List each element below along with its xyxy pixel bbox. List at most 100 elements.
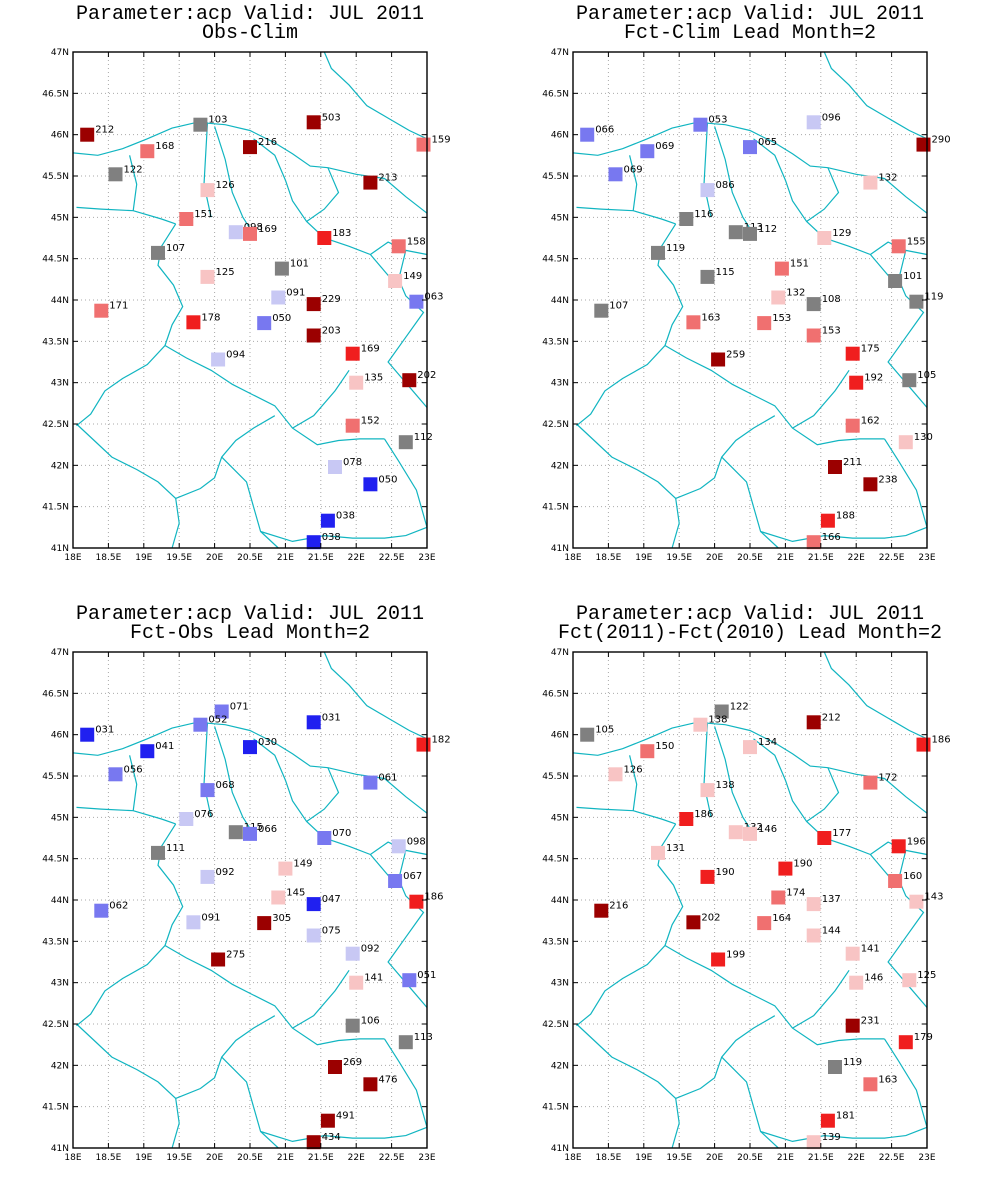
border-line (760, 526, 928, 543)
station-marker (580, 727, 595, 742)
station-value-label: 070 (332, 828, 351, 839)
station-marker (211, 952, 226, 967)
y-tick-label: 45.5N (542, 172, 569, 182)
station-marker (363, 477, 378, 492)
border-line (76, 1023, 180, 1149)
station-value-label: 138 (716, 780, 735, 791)
border-line (806, 167, 840, 222)
station-marker (193, 117, 208, 132)
station-value-label: 116 (694, 209, 713, 220)
station-marker (243, 140, 257, 155)
station-marker (398, 1035, 413, 1050)
station-value-label: 056 (124, 764, 143, 775)
station-marker (391, 839, 406, 854)
station-value-label: 041 (155, 741, 174, 752)
axis-labels: 18E 18.5E 19E 19.5E 20E 20.5E 21E 21.5E 22E 22.5E… (542, 648, 936, 1163)
station-marker (179, 212, 194, 226)
station-marker (700, 183, 715, 198)
x-tick-label: 20E (206, 553, 223, 563)
station-value-label: 269 (343, 1057, 362, 1068)
x-tick-label: 20.5E (737, 1153, 763, 1163)
station-marker (771, 890, 786, 905)
station-marker (711, 352, 726, 367)
station-value-label: 138 (708, 715, 727, 726)
border-line (675, 1015, 776, 1099)
border-line (164, 944, 385, 1046)
station-marker (345, 346, 360, 361)
station-marker (108, 767, 123, 782)
station-value-label: 491 (336, 1111, 355, 1122)
station-marker (845, 418, 860, 433)
y-tick-label: 44N (51, 296, 69, 306)
x-tick-label: 23E (418, 1153, 435, 1163)
border-line (164, 344, 385, 446)
y-tick-label: 41N (51, 544, 69, 554)
station-marker (402, 373, 417, 388)
station-marker (257, 916, 272, 931)
gridlines (73, 52, 427, 548)
panel-title-line2: Obs-Clim (201, 22, 298, 45)
station-marker (416, 737, 431, 752)
station-marker (916, 737, 931, 752)
y-tick-label: 42N (551, 1061, 569, 1071)
map-plot: 0660530962900690650691320861161131121291… (542, 48, 950, 563)
y-tick-label: 45N (51, 213, 69, 223)
y-tick-label: 43.5N (542, 337, 569, 347)
y-tick-label: 43.5N (542, 937, 569, 947)
y-tick-label: 46N (51, 131, 69, 141)
station-marker (200, 783, 215, 798)
station-marker (345, 946, 360, 961)
station-value-label: 119 (924, 292, 943, 303)
border-line (383, 438, 428, 528)
x-tick-label: 20E (706, 553, 723, 563)
station-marker (714, 704, 729, 719)
x-tick-label: 19.5E (666, 553, 692, 563)
station-value-label: 150 (655, 741, 674, 752)
station-value-label: 119 (666, 243, 685, 254)
station-marker (363, 1077, 378, 1092)
station-value-label: 091 (201, 912, 220, 923)
station-marker (388, 874, 403, 888)
station-value-label: 158 (407, 236, 426, 247)
station-marker (743, 826, 757, 841)
station-value-label: 107 (609, 301, 628, 312)
station-value-label: 212 (822, 712, 841, 723)
x-tick-label: 21.5E (808, 1153, 834, 1163)
station-value-label: 094 (226, 350, 245, 361)
panel-title-line1: Parameter:acp Valid: JUL 2011 (575, 3, 925, 26)
station-marker (902, 973, 917, 988)
station-marker (306, 328, 321, 343)
gridlines (573, 52, 927, 548)
station-value-label: 160 (903, 871, 922, 882)
station-marker (891, 839, 906, 854)
station-value-label: 144 (822, 926, 841, 937)
station-value-label: 305 (272, 913, 291, 924)
x-tick-label: 23E (918, 1153, 935, 1163)
station-value-label: 125 (216, 267, 235, 278)
station-marker (363, 175, 378, 190)
axis-labels: 18E 18.5E 19E 19.5E 20E 20.5E 21E 21.5E 22E 22.5E… (542, 48, 936, 563)
border-line (664, 344, 885, 446)
border-line (806, 767, 840, 822)
station-value-label: 053 (708, 115, 727, 126)
y-tick-label: 46.5N (542, 689, 569, 699)
station-value-label: 153 (772, 313, 791, 324)
station-value-label: 075 (322, 926, 341, 937)
station-value-label: 174 (786, 888, 805, 899)
station-value-label: 066 (258, 824, 277, 835)
border-line (576, 1023, 680, 1149)
y-tick-label: 42N (51, 461, 69, 471)
x-tick-label: 21E (777, 1153, 794, 1163)
x-tick-label: 20E (706, 1153, 723, 1163)
station-marker (828, 1060, 842, 1074)
station-marker (693, 717, 708, 732)
y-tick-label: 44.5N (42, 255, 69, 265)
station-marker (909, 294, 924, 309)
station-value-label: 092 (216, 867, 235, 878)
border-line (292, 969, 350, 1029)
station-value-label: 038 (322, 532, 341, 543)
station-value-label: 062 (109, 901, 128, 912)
station-value-label: 231 (861, 1016, 880, 1027)
x-tick-label: 18E (564, 553, 581, 563)
station-value-label: 186 (694, 809, 713, 820)
